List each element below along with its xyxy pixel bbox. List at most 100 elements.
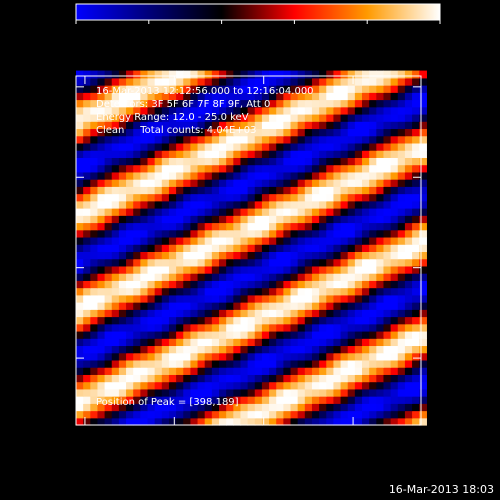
heatmap-cell: [240, 236, 249, 245]
heatmap-cell: [404, 359, 413, 368]
heatmap-cell: [390, 330, 399, 339]
y-axis-label: Heliocentric Y (arcsec): [29, 180, 44, 326]
heatmap-cell: [276, 142, 284, 151]
heatmap-cell: [383, 359, 392, 368]
heatmap-cell: [168, 142, 177, 151]
heatmap-cell: [147, 359, 156, 368]
heatmap-cell: [118, 417, 127, 426]
heatmap-cell: [90, 323, 99, 332]
heatmap-cell: [190, 99, 199, 108]
heatmap-cell: [326, 388, 335, 397]
heatmap-cell: [104, 164, 113, 173]
heatmap-cell: [261, 77, 270, 86]
heatmap-cell: [254, 157, 263, 166]
heatmap-cell: [369, 309, 377, 318]
heatmap-cell: [219, 193, 227, 202]
heatmap-cell: [197, 215, 206, 224]
heatmap-cell: [347, 179, 356, 187]
heatmap-cell: [369, 150, 377, 158]
heatmap-cell: [390, 323, 399, 332]
heatmap-cell: [404, 287, 413, 296]
heatmap-cell: [333, 236, 342, 245]
heatmap-cell: [211, 410, 220, 419]
heatmap-cell: [283, 374, 292, 383]
heatmap-cell: [133, 381, 141, 390]
heatmap-cell: [104, 135, 113, 144]
heatmap-cell: [347, 302, 356, 310]
heatmap-cell: [326, 222, 335, 231]
heatmap-cell: [412, 258, 420, 267]
heatmap-cell: [283, 403, 292, 412]
heatmap-cell: [219, 157, 227, 166]
heatmap-cell: [233, 273, 242, 281]
heatmap-cell: [297, 142, 306, 151]
heatmap-cell: [326, 265, 335, 274]
heatmap-cell: [168, 113, 177, 122]
heatmap-cell: [197, 258, 206, 267]
heatmap-cell: [390, 150, 399, 158]
heatmap-cell: [390, 106, 399, 115]
heatmap-cell: [297, 374, 306, 383]
heatmap-cell: [118, 164, 127, 173]
heatmap-cell: [247, 367, 256, 375]
heatmap-cell: [311, 164, 320, 173]
heatmap-cell: [168, 287, 177, 296]
heatmap-cell: [397, 323, 406, 332]
heatmap-cell: [412, 244, 420, 252]
heatmap-cell: [311, 193, 320, 202]
heatmap-cell: [233, 316, 242, 325]
heatmap-cell: [197, 128, 206, 137]
heatmap-cell: [311, 251, 320, 260]
heatmap-cell: [383, 316, 392, 325]
heatmap-cell: [362, 179, 370, 187]
heatmap-cell: [326, 367, 335, 375]
heatmap-cell: [269, 309, 277, 318]
heatmap-cell: [104, 265, 113, 274]
heatmap-cell: [183, 200, 191, 209]
heatmap-cell: [419, 179, 427, 187]
heatmap-cell: [261, 381, 270, 390]
heatmap-cell: [333, 403, 342, 412]
heatmap-cell: [197, 171, 206, 180]
heatmap-cell: [290, 258, 299, 267]
heatmap-cell: [354, 280, 363, 289]
heatmap-cell: [369, 251, 377, 260]
heatmap-cell: [369, 265, 377, 274]
heatmap-cell: [161, 258, 170, 267]
heatmap-cell: [269, 244, 277, 252]
heatmap-cell: [83, 323, 91, 332]
heatmap-cell: [133, 215, 141, 224]
heatmap-cell: [369, 417, 377, 426]
heatmap-cell: [247, 85, 256, 93]
heatmap-cell: [362, 294, 370, 303]
heatmap-cell: [412, 186, 420, 195]
heatmap-cell: [412, 374, 420, 383]
heatmap-cell: [118, 106, 127, 115]
heatmap-cell: [419, 280, 427, 289]
heatmap-cell: [333, 287, 342, 296]
heatmap-cell: [269, 352, 277, 361]
heatmap-cell: [233, 410, 242, 419]
heatmap-cell: [311, 374, 320, 383]
heatmap-cell: [140, 229, 149, 238]
heatmap-cell: [397, 244, 406, 252]
heatmap-cell: [176, 330, 184, 339]
heatmap-cell: [161, 215, 170, 224]
heatmap-cell: [419, 171, 427, 180]
y-tick-label: 150: [46, 352, 71, 367]
heatmap-cell: [326, 280, 335, 289]
annotation-time-range: 16-Mar-2013 12:12:56.000 to 12:16:04.000: [96, 86, 314, 97]
heatmap-cell: [412, 287, 420, 296]
heatmap-cell: [333, 142, 342, 151]
heatmap-cell: [340, 273, 349, 281]
heatmap-cell: [140, 85, 149, 93]
heatmap-cell: [133, 323, 141, 332]
heatmap-cell: [397, 388, 406, 397]
heatmap-cell: [133, 287, 141, 296]
heatmap-cell: [204, 77, 213, 86]
heatmap-cell: [219, 244, 227, 252]
heatmap-cell: [76, 359, 84, 368]
heatmap-cell: [183, 135, 191, 144]
heatmap-cell: [176, 403, 184, 412]
heatmap-cell: [404, 381, 413, 390]
